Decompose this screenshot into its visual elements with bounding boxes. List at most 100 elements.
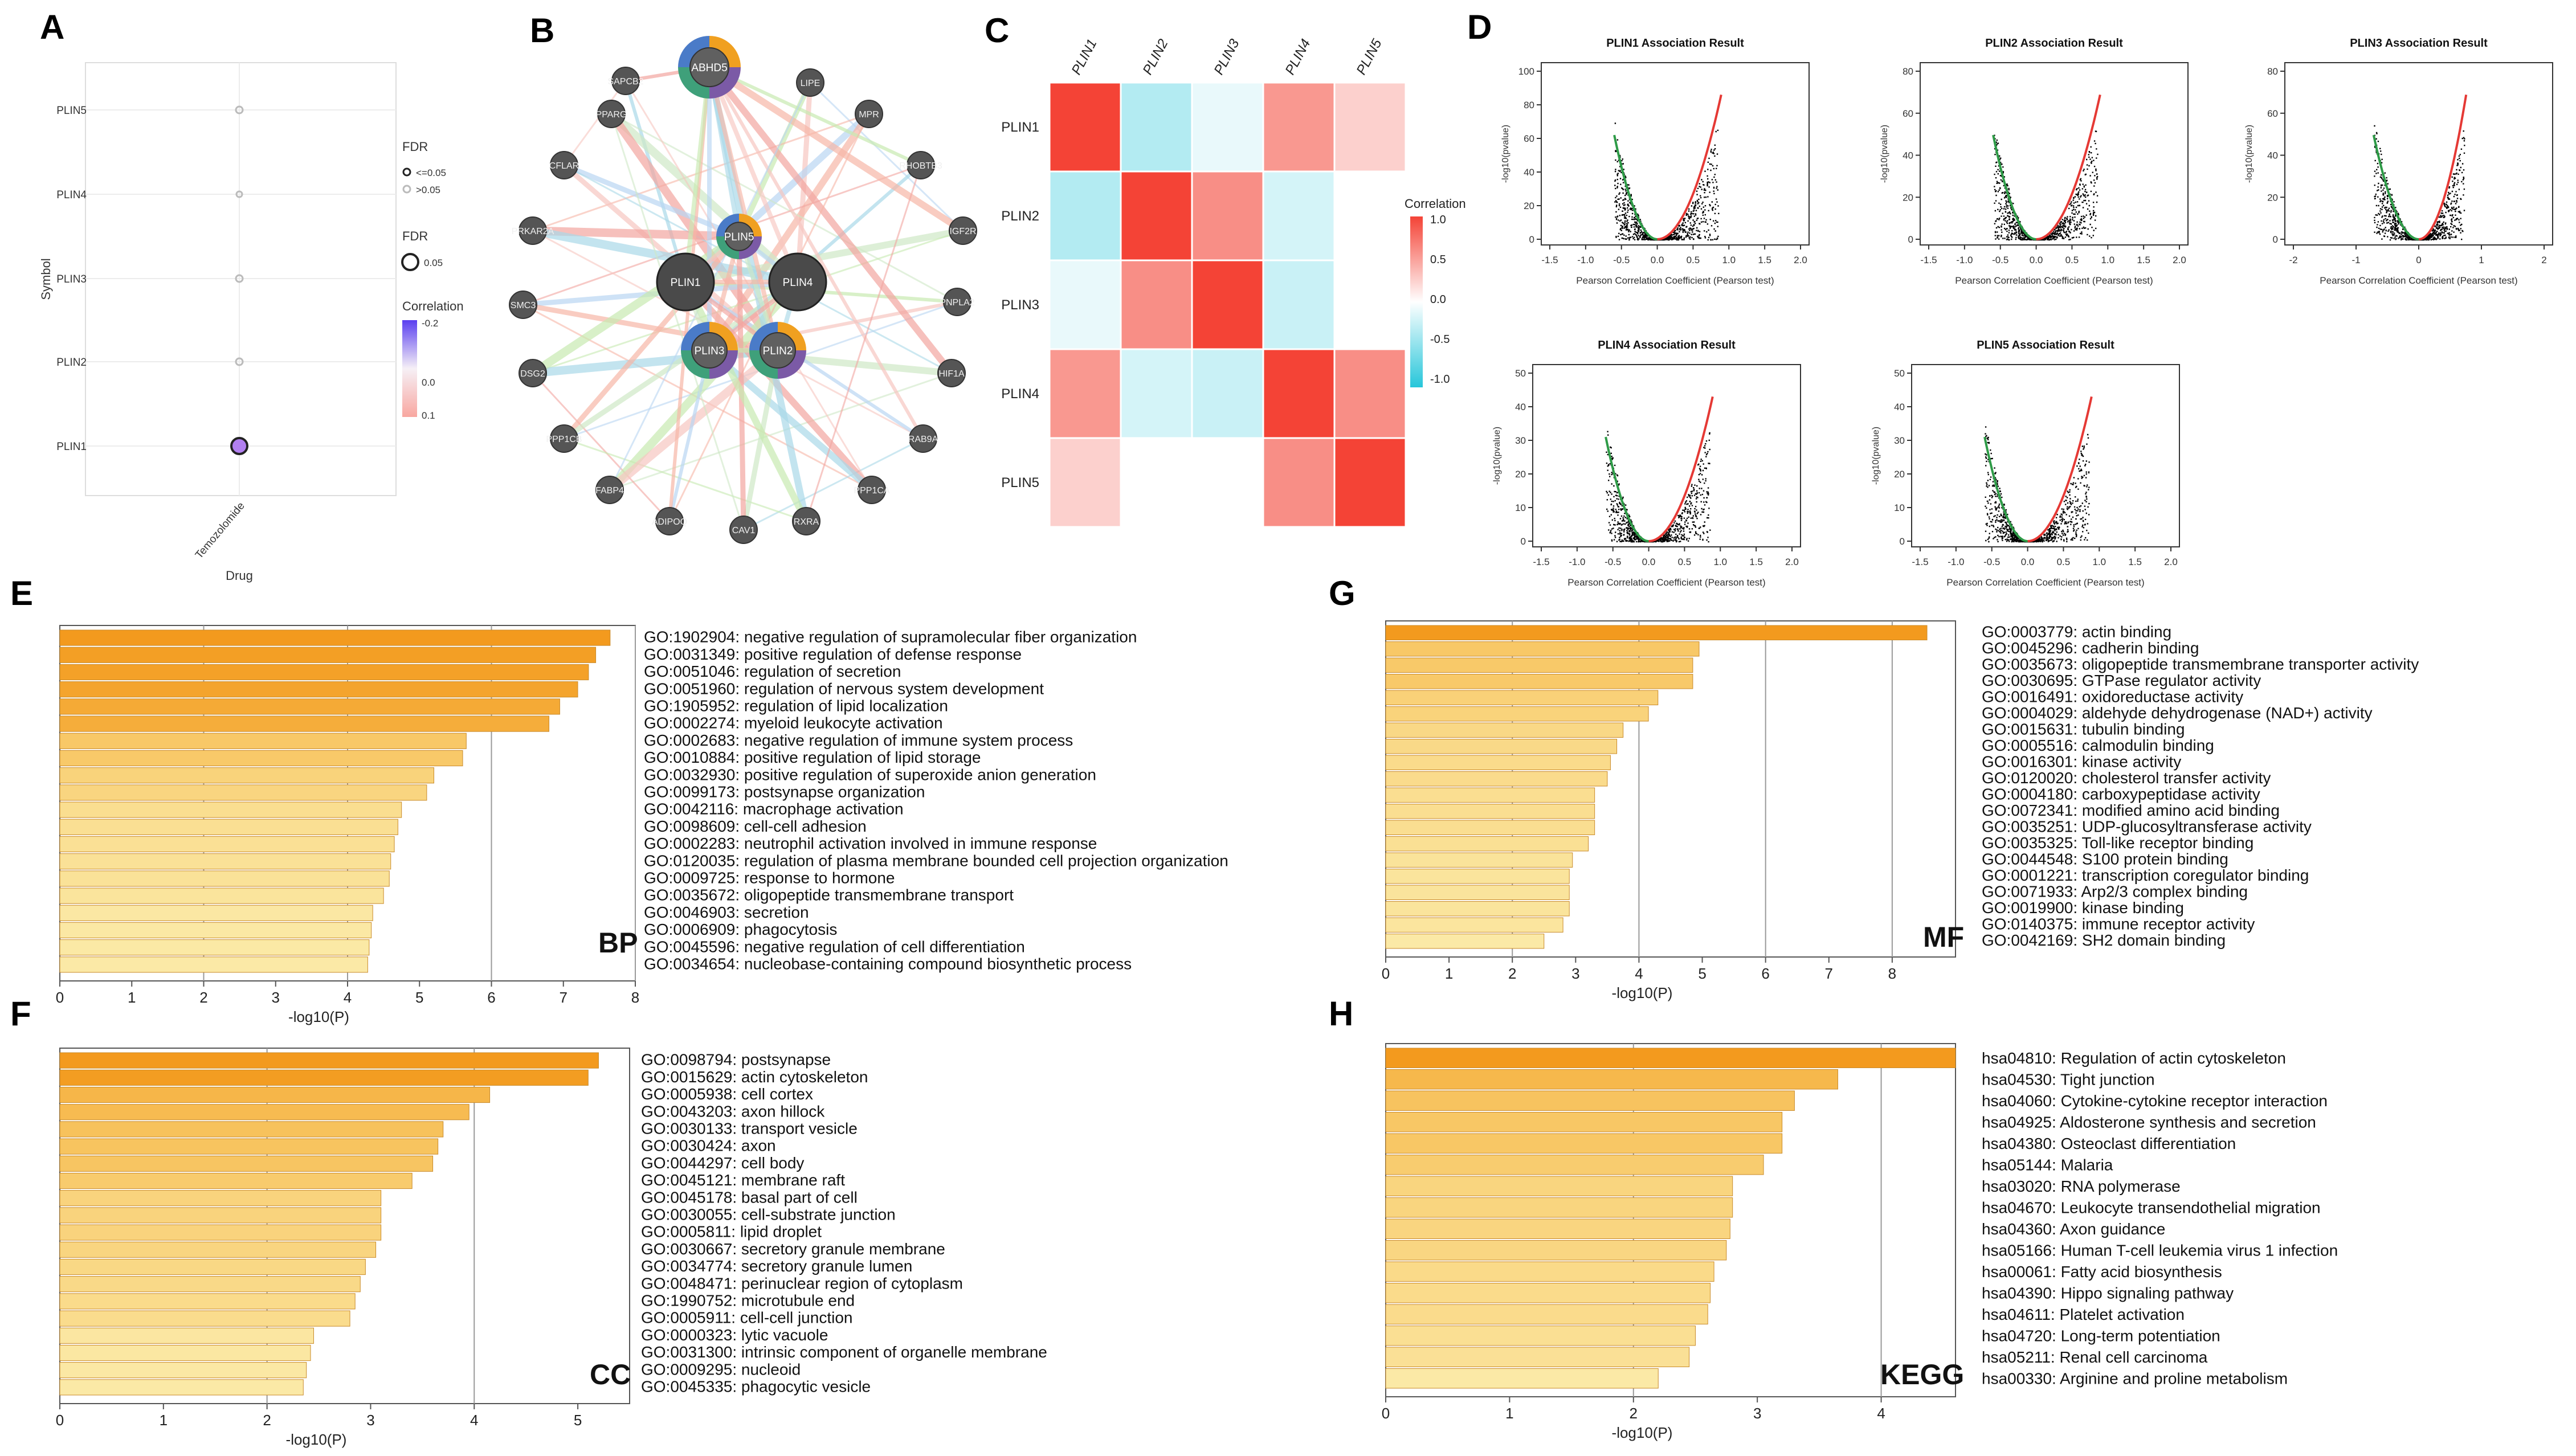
panel-c-cell (1262, 259, 1336, 350)
bar-chart-category-label: GO:0030133: transport vesicle (641, 1120, 858, 1138)
bar-chart-bar (59, 629, 611, 646)
panel-c-cell (1333, 170, 1407, 261)
panel-a-legend-size-dot (401, 253, 419, 271)
panel-c-cell (1120, 170, 1193, 261)
panel-b-hub-label: PLIN3 (695, 345, 725, 357)
panel-d-pos-curve (2036, 94, 2101, 240)
bar-chart-category-label: GO:0071933: Arp2/3 complex binding (1982, 883, 2248, 901)
bar-chart-xtick-label: 7 (560, 989, 568, 1006)
bar-chart-category-label: hsa04810: Regulation of actin cytoskelet… (1982, 1049, 2286, 1067)
panel-c-cell (1262, 170, 1336, 261)
panel-b-edge (683, 67, 712, 283)
bar-chart-xtick-label: 5 (1698, 965, 1706, 982)
panel-b-node (519, 359, 547, 387)
panel-b-edge (611, 113, 958, 303)
panel-b-node (595, 476, 624, 504)
panel-c-cell (1333, 81, 1407, 173)
bar-chart-bar (59, 681, 578, 698)
panel-f: 0 1 2 3 4 5-log10(P)GO:0098794: postsynapseGO… (56, 1048, 1047, 1448)
bar-chart-tag: KEGG (1880, 1359, 1964, 1390)
panel-b-hub-label: PLIN4 (783, 277, 813, 289)
bar-chart-bar (59, 1086, 491, 1103)
bar-chart-xtick-label: 0 (56, 1412, 64, 1429)
panel-b-node-label: PNPLA2 (940, 298, 974, 308)
panel-d-xtick-label: 0 (2416, 255, 2421, 265)
panel-b-node-label: MPR (859, 110, 879, 120)
bar-chart-category-label: hsa04670: Leukocyte transendothelial mig… (1982, 1199, 2321, 1217)
bar-chart-bar (59, 905, 373, 921)
panel-d-ytick-label: 40 (1894, 402, 1905, 412)
panel-a-legend-sig-label: <=0.05 (416, 167, 446, 178)
panel-d-volcano-plot: PLIN1 Association Result -1.5 -1.0 -0.5 0.0 0… (1501, 37, 1810, 286)
panel-c-legend-tick: 0.5 (1430, 253, 1446, 266)
panel-d-neg-curve (1983, 436, 2028, 542)
panel-d-xtick-label: 1.5 (1749, 557, 1763, 567)
bar-chart-bar (1385, 1197, 1733, 1218)
panel-letter-h: H (1329, 995, 1353, 1033)
panel-b-node (792, 507, 820, 535)
bar-chart-xlabel: -log10(P) (288, 1008, 349, 1025)
bar-chart-tag: CC (590, 1359, 631, 1390)
panel-d-xtick-label: 1 (2479, 255, 2484, 265)
bar-chart-category-label: hsa04925: Aldosterone synthesis and secr… (1982, 1114, 2316, 1131)
panel-c-cell (1120, 437, 1193, 528)
panel-d-xtick-label: 1.0 (2101, 255, 2114, 265)
bar-chart-category-label: GO:0015631: tubulin binding (1982, 721, 2185, 738)
bar-chart-xtick-label: 7 (1825, 965, 1833, 982)
panel-b-edge (707, 64, 965, 234)
panel-d-xtick-label: 0.0 (2030, 255, 2043, 265)
bar-chart-category-label: GO:0045178: basal part of cell (641, 1188, 858, 1206)
panel-b-edge (532, 226, 740, 241)
bar-chart-category-label: GO:0035251: UDP-glucosyltransferase acti… (1982, 818, 2312, 836)
panel-d-ytick-label: 40 (1524, 167, 1534, 178)
panel-d-xtick-label: -1.5 (1541, 255, 1558, 265)
panel-d-ytick-label: 20 (1894, 469, 1905, 480)
bar-chart-bar (59, 1362, 307, 1379)
panel-a-legend-fdr-title: FDR (402, 140, 428, 154)
bar-chart-category-label: GO:0015629: actin cytoskeleton (641, 1068, 868, 1086)
panel-b-edge (708, 66, 925, 440)
panel-d-ytick-label: 20 (1515, 469, 1526, 480)
panel-c-legend-bar (1410, 216, 1423, 387)
bar-chart-xtick-label: 4 (470, 1412, 478, 1429)
bar-chart-xtick-label: 6 (487, 989, 495, 1006)
panel-c-cell (1262, 437, 1336, 528)
bar-chart-category-label: hsa04530: Tight junction (1982, 1071, 2155, 1089)
bar-chart-bar (59, 767, 434, 784)
panel-d-ytick-label: 60 (2267, 108, 2278, 119)
bar-chart-xtick-label: 4 (1877, 1405, 1885, 1422)
panel-d-ytick-label: 10 (1515, 502, 1526, 513)
bar-chart-category-label: GO:0005811: lipid droplet (641, 1223, 822, 1241)
bar-chart-category-label: GO:0002283: neutrophil activation involv… (644, 835, 1097, 852)
bar-chart-bar (59, 1310, 350, 1327)
bar-chart-category-label: hsa04060: Cytokine-cytokine receptor int… (1982, 1092, 2328, 1110)
bar-chart-category-label: GO:0045335: phagocytic vesicle (641, 1378, 871, 1396)
bar-chart-bar (1385, 1069, 1838, 1090)
bar-chart-bar (1385, 787, 1595, 803)
bar-chart-bar (1385, 1326, 1696, 1346)
bar-chart-category-label: GO:0034774: secretory granule lumen (641, 1257, 912, 1275)
panel-d-xtick-label: -1.0 (1577, 255, 1594, 265)
bar-chart-xtick-label: 0 (1382, 965, 1390, 982)
bar-chart-xtick-label: 6 (1761, 965, 1769, 982)
bar-chart-category-label: GO:0042169: SH2 domain binding (1982, 931, 2226, 949)
bar-chart-category-label: GO:0042116: macrophage activation (644, 800, 904, 818)
panel-a-legend-corr-tick: -0.2 (422, 318, 438, 329)
panel-c-cell (1333, 259, 1407, 350)
bar-chart-xlabel: -log10(P) (1612, 1424, 1673, 1441)
bar-chart-xtick-label: 1 (1505, 1405, 1513, 1422)
bar-chart-category-label: GO:0044297: cell body (641, 1154, 804, 1172)
bar-chart-category-label: GO:0098794: postsynapse (641, 1051, 831, 1069)
panel-a-legend-corr-tick: 0.1 (422, 410, 435, 421)
bar-chart-xlabel: -log10(P) (1612, 984, 1673, 1001)
panel-d-points (1994, 130, 2099, 241)
panel-b-node (597, 100, 626, 128)
bar-chart-bar (1385, 1090, 1795, 1111)
panel-d-xlabel: Pearson Correlation Coefficient (Pearson… (1955, 275, 2153, 286)
panel-d-ytick-label: 80 (1524, 100, 1534, 111)
panel-b-edge (741, 350, 781, 530)
bar-chart-xtick-label: 0 (1382, 1405, 1390, 1422)
bar-chart-bar (1385, 934, 1545, 949)
bar-chart-category-label: GO:0045296: cadherin binding (1982, 639, 2199, 657)
panel-b-hub-node (760, 332, 796, 369)
